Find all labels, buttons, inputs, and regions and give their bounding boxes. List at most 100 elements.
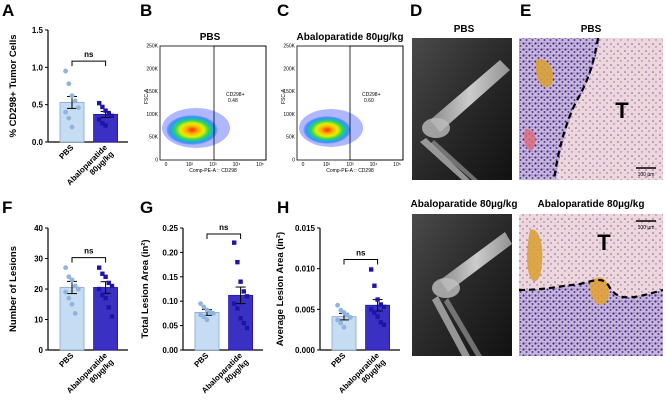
chart-f-point-abalo bbox=[103, 295, 108, 301]
chart-h-significance-bracket bbox=[343, 258, 379, 265]
flow-abalo-xtick: 10³ bbox=[346, 162, 354, 168]
chart-g-ytick-label: 0.15 bbox=[162, 273, 178, 282]
chart-f-xlabel-pbs: PBS bbox=[57, 351, 75, 369]
chart-g-point-abalo bbox=[232, 240, 237, 245]
chart-a-ytick-label: 0.0 bbox=[32, 138, 44, 147]
chart-f-significance-bracket bbox=[71, 257, 107, 263]
chart-f-ytick-label: 20 bbox=[34, 285, 43, 294]
chart-g-significance-bracket bbox=[206, 233, 242, 239]
chart-h-point-abalo bbox=[369, 267, 374, 272]
chart-g: 0.00 0.05 0.10 0.15 0.20 0.25 Total Lesion Are… bbox=[140, 223, 263, 395]
chart-h-point-pbs bbox=[341, 324, 347, 330]
flow-plot-abaloparatide: Abaloparatide 80µg/kg CD298+ 0.60 FSC-A … bbox=[281, 32, 403, 174]
chart-g-point-abalo bbox=[235, 306, 240, 311]
chart-g-point-abalo bbox=[235, 259, 240, 265]
flow-pbs-ytick: 100K bbox=[146, 112, 158, 118]
panel-label-d: D bbox=[410, 1, 422, 20]
chart-a-significance-bracket bbox=[71, 60, 107, 67]
chart-h-point-abalo bbox=[375, 314, 380, 319]
chart-h-point-pbs bbox=[335, 302, 340, 308]
xray-abalo-title: Abaloparatide 80µg/kg bbox=[411, 199, 518, 210]
panel-label-c: C bbox=[277, 1, 289, 20]
chart-a-point-abalo bbox=[106, 111, 111, 116]
chart-g-ytick-label: 0.05 bbox=[162, 322, 178, 331]
chart-f-point-abalo bbox=[106, 305, 111, 310]
flow-pbs-ytick: 0 bbox=[155, 158, 158, 164]
chart-f-point-abalo bbox=[109, 314, 115, 319]
chart-h: 0.000 0.005 0.010 0.015 Average Lesion Area … bbox=[275, 224, 400, 395]
chart-g-point-abalo bbox=[244, 294, 250, 299]
histo-abalo-tumor-boundary bbox=[518, 278, 664, 299]
chart-h-point-abalo bbox=[372, 283, 377, 288]
chart-f-point-abalo bbox=[106, 280, 111, 286]
panel-label-f: F bbox=[2, 198, 12, 217]
chart-a-ytick-label: 1.5 bbox=[32, 26, 44, 35]
histo-abalo-title: Abaloparatide 80µg/kg bbox=[538, 199, 645, 210]
flow-pbs-ytick: 200K bbox=[146, 66, 158, 72]
flow-abalo-density bbox=[299, 109, 363, 147]
chart-a-point-pbs bbox=[66, 115, 72, 121]
histo-pbs-title: PBS bbox=[581, 24, 602, 35]
chart-h-ytick-label: 0.005 bbox=[295, 305, 316, 314]
chart-f-point-pbs bbox=[69, 277, 75, 283]
chart-a-significance-label: ns bbox=[84, 50, 94, 59]
chart-f-ytick-label: 30 bbox=[34, 255, 43, 264]
flow-abalo-title: Abaloparatide 80µg/kg bbox=[297, 32, 404, 43]
chart-h-xlabel-pbs: PBS bbox=[329, 351, 347, 369]
histo-pbs-tumor-label: T bbox=[615, 98, 629, 123]
chart-f-point-abalo bbox=[100, 271, 105, 276]
flow-pbs-xtick: 10⁴ bbox=[233, 162, 241, 168]
flow-abalo-ytick: 250K bbox=[283, 44, 295, 50]
xray-abalo-image bbox=[412, 214, 512, 356]
panel-label-g: G bbox=[140, 198, 153, 217]
chart-a-ytick-label: 1.0 bbox=[32, 63, 44, 72]
chart-g-ytick-label: 0.10 bbox=[162, 297, 178, 306]
flow-abalo-ytick: 50K bbox=[286, 135, 296, 141]
chart-a-point-pbs bbox=[66, 81, 72, 87]
chart-a-point-pbs bbox=[76, 105, 81, 111]
flow-pbs-xlabel: Comp-PE-A :: CD298 bbox=[189, 168, 237, 174]
flow-pbs-density bbox=[162, 108, 230, 148]
flow-abalo-ytick: 0 bbox=[292, 158, 295, 164]
chart-h-ytick-label: 0.015 bbox=[295, 224, 316, 233]
chart-f-point-pbs bbox=[69, 301, 75, 307]
chart-a-point-abalo bbox=[97, 117, 102, 122]
histo-pbs-tumor-boundary bbox=[552, 37, 600, 181]
chart-a-point-abalo bbox=[103, 108, 108, 113]
chart-h-bar-abalo bbox=[365, 304, 391, 351]
chart-a-ylabel: % CD298+ Tumor Cells bbox=[8, 34, 19, 137]
chart-g-point-abalo bbox=[241, 320, 246, 326]
chart-f-point-pbs bbox=[66, 274, 72, 280]
chart-a-point-pbs bbox=[63, 68, 68, 74]
xray-pbs-image bbox=[412, 38, 512, 180]
flow-abalo-xtick: 10⁵ bbox=[393, 162, 401, 168]
chart-f-point-pbs bbox=[76, 286, 81, 292]
chart-f-point-abalo bbox=[109, 283, 115, 289]
chart-a-point-abalo bbox=[100, 121, 105, 126]
chart-a-xlabel-pbs: PBS bbox=[57, 143, 75, 161]
chart-g-ylabel: Total Lesion Area (in²) bbox=[140, 239, 151, 338]
histo-pbs-image: T 100 µm bbox=[519, 37, 663, 181]
panel-label-h: H bbox=[277, 198, 289, 217]
chart-g-ytick-label: 0.00 bbox=[162, 346, 178, 355]
chart-g-point-abalo bbox=[244, 325, 250, 331]
flow-abalo-xtick: 10² bbox=[323, 162, 331, 168]
flow-pbs-xtick: 10² bbox=[186, 162, 194, 168]
flow-pbs-ytick: 50K bbox=[149, 135, 159, 141]
panel-label-a: A bbox=[2, 1, 14, 20]
histo-abalo-image: T 100 µm bbox=[518, 214, 664, 356]
chart-a-point-pbs bbox=[63, 109, 68, 115]
flow-abalo-xtick: 10⁴ bbox=[370, 162, 378, 168]
chart-a: 0.00.51.01.5% CD298+ Tumor CellsPBSAbalo… bbox=[8, 26, 128, 187]
flow-pbs-xtick: 10⁵ bbox=[256, 162, 264, 168]
chart-f-point-pbs bbox=[63, 289, 68, 295]
chart-h-ytick-label: 0.000 bbox=[295, 346, 316, 355]
flow-plot-pbs: PBS CD298+ 0.48 FSC-A Comp-PE-A :: CD298… bbox=[144, 32, 267, 174]
chart-f-point-pbs bbox=[63, 265, 68, 271]
chart-a-point-abalo bbox=[103, 123, 108, 128]
chart-g-point-abalo bbox=[241, 289, 246, 294]
chart-h-ylabel: Average Lesion Area (in²) bbox=[275, 232, 286, 346]
chart-a-point-abalo bbox=[109, 113, 115, 119]
flow-abalo-xlabel: Comp-PE-A :: CD298 bbox=[326, 168, 374, 174]
